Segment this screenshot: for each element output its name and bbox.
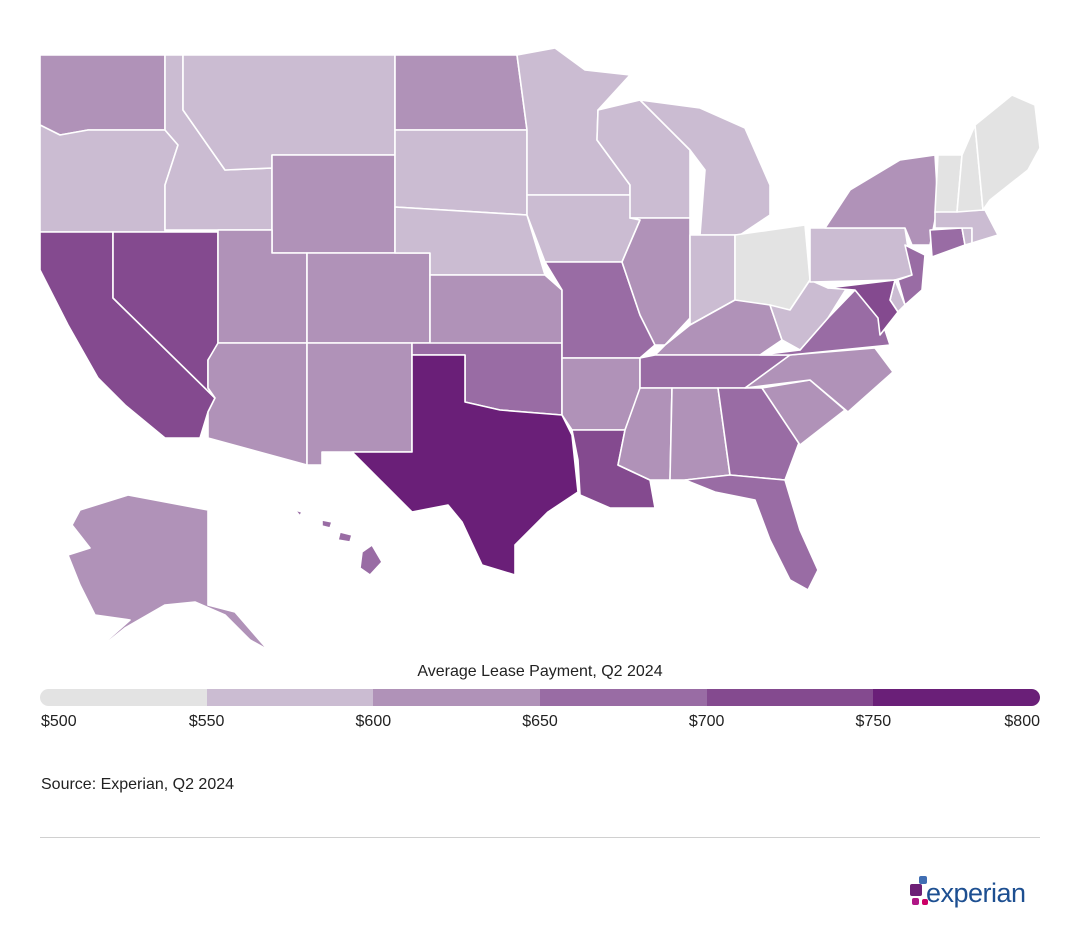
state-OR: [39, 124, 179, 233]
legend-segment: [540, 689, 707, 706]
legend-segment: [873, 689, 1040, 706]
state-TX: [351, 354, 579, 576]
legend-segment: [706, 689, 874, 706]
legend-segment: [40, 689, 207, 706]
legend-segment: [206, 689, 374, 706]
state-KS: [429, 274, 563, 346]
legend-tick-label: $550: [188, 713, 225, 730]
state-CT: [929, 227, 966, 258]
state-WA: [39, 54, 166, 136]
legend-tick-label: $800: [1004, 713, 1040, 730]
state-GA: [717, 387, 801, 481]
state-ND: [394, 54, 528, 131]
state-IA: [526, 194, 641, 263]
state-WY: [271, 154, 396, 254]
logo-wordmark: experian: [926, 878, 1026, 908]
legend-color-scale: [40, 689, 1040, 706]
state-AZ: [207, 342, 308, 466]
legend-tick-label: $500: [41, 713, 77, 730]
state-MI: [639, 99, 771, 236]
state-MD: [827, 279, 899, 336]
experian-logo: experian: [910, 872, 1035, 916]
state-PA: [809, 227, 913, 283]
us-choropleth-map: [39, 47, 1041, 660]
state-MA: [934, 209, 999, 244]
legend-tick-label: $600: [355, 713, 392, 730]
divider: [40, 837, 1040, 838]
legend-tick-label: $650: [522, 713, 558, 730]
state-FL: [684, 474, 819, 591]
state-MT: [182, 54, 396, 171]
legend-segment: [373, 689, 541, 706]
source-note: Source: Experian, Q2 2024: [41, 776, 235, 793]
legend-title: Average Lease Payment, Q2 2024: [417, 663, 663, 680]
state-CO: [306, 252, 431, 344]
state-HI: [359, 544, 383, 576]
state-SD: [394, 129, 528, 216]
state-HI-islands: [294, 509, 353, 543]
legend-tick-label: $750: [855, 713, 892, 730]
state-AK: [67, 494, 269, 660]
legend-tick-label: $700: [688, 713, 725, 730]
state-NM: [306, 342, 413, 466]
state-ME: [974, 94, 1041, 211]
